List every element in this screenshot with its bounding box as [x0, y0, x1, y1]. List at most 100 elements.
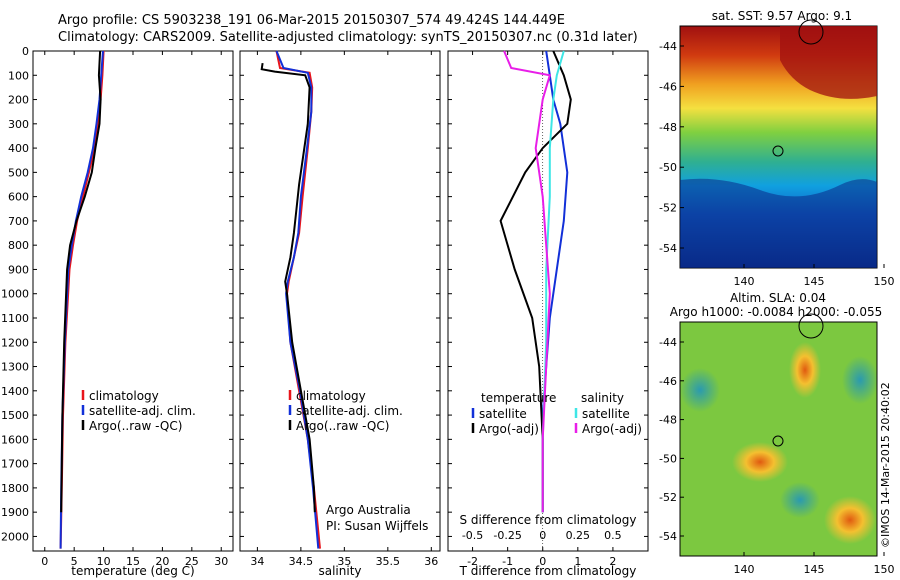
y-tick-label: 200	[8, 94, 29, 107]
x-tick-label: 20	[155, 555, 169, 568]
sla-low-anomaly-2	[780, 482, 820, 518]
map-y-tick-label: -48	[659, 414, 677, 427]
y-tick-label: 1800	[1, 482, 29, 495]
sst-map-title: sat. SST: 9.57 Argo: 9.1	[712, 9, 852, 23]
sla-map-panel: Altim. SLA: 0.04 Argo h1000: -0.0084 h20…	[659, 291, 894, 576]
map-x-tick-label: 140	[734, 275, 755, 288]
map-x-tick-label: 150	[874, 275, 895, 288]
map-x-tick-label: 140	[734, 563, 755, 576]
legend-label: Argo(..raw -QC)	[89, 419, 182, 433]
y-tick-label: 1200	[1, 336, 29, 349]
sla-high-anomaly-3	[824, 496, 876, 544]
sla-high-anomaly-1	[732, 442, 788, 482]
sla-low-anomaly-1	[680, 368, 720, 412]
map-x-tick-label: 150	[874, 563, 895, 576]
x-tick-label: 1	[574, 555, 581, 568]
legend-label: satellite	[582, 407, 630, 421]
legend-title-salinity: salinity	[581, 391, 624, 405]
map-y-tick-label: -50	[659, 161, 677, 174]
x-tick-label: 15	[126, 555, 140, 568]
legend-label: climatology	[296, 389, 366, 403]
sla-map-ticks: -44 -46 -48 -50 -52 -54 140 145 150	[659, 336, 894, 576]
difference-x-label: T difference from climatology	[459, 564, 637, 578]
y-tick-label: 800	[8, 239, 29, 252]
sst-profile-location-marker	[772, 145, 784, 157]
series-argo-raw-qc-	[260, 62, 316, 513]
map-y-tick-label: -52	[659, 202, 677, 215]
x-tick-label: 5	[71, 555, 78, 568]
legend-label: Argo(-adj)	[582, 422, 642, 436]
x-tick-label: 35	[337, 555, 351, 568]
x-tick-label: 0	[539, 555, 546, 568]
legend-label: Argo(-adj)	[479, 422, 539, 436]
y-tick-label: 1600	[1, 433, 29, 446]
sla-map-title-1: Altim. SLA: 0.04	[730, 291, 826, 305]
y-tick-label: 400	[8, 142, 29, 155]
map-y-tick-label: -54	[659, 242, 677, 255]
map-y-tick-label: -46	[659, 80, 677, 93]
x-tick-label: 36	[424, 555, 438, 568]
legend-label: satellite	[479, 407, 527, 421]
y-tick-label: 1000	[1, 288, 29, 301]
y-tick-label: 700	[8, 215, 29, 228]
map-x-tick-label: 145	[804, 275, 825, 288]
sst-warm-region	[780, 26, 877, 99]
map-y-tick-label: -52	[659, 491, 677, 504]
s-tick-label: -0.25	[493, 529, 521, 542]
temperature-plot-frame	[32, 50, 234, 552]
s-tick-label: -0.5	[462, 529, 483, 542]
imos-timestamp: ©IMOS 14-Mar-2015 20:40:02	[879, 382, 892, 548]
header-line-1: Argo profile: CS 5903238_191 06-Mar-2015…	[58, 13, 566, 28]
y-tick-label: 0	[22, 45, 29, 58]
legend-label: satellite-adj. clim.	[296, 404, 403, 418]
y-tick-label: 600	[8, 191, 29, 204]
y-tick-label: 2000	[1, 530, 29, 543]
temperature-x-label: temperature (deg C)	[71, 564, 194, 578]
y-tick-label: 1900	[1, 506, 29, 519]
legend-title-temperature: temperature	[481, 391, 556, 405]
x-tick-label: -1	[502, 555, 513, 568]
sst-map-ticks: -44 -46 -48 -50 -52 -54 140 145 150	[659, 40, 894, 288]
salinity-panel: 34 34.5 35 35.5 36 climatologysatellite-adj.…	[239, 50, 441, 578]
sst-map-panel: sat. SST: 9.57 Argo: 9.1 -44 -46 -48 -50 -52…	[659, 9, 894, 288]
salinity-series	[260, 50, 321, 549]
salinity-ticks: 34 34.5 35 35.5 36	[240, 50, 440, 568]
x-tick-label: 25	[185, 555, 199, 568]
temperature-panel: 0100200300400500600700800900100011001200…	[1, 45, 234, 578]
temperature-ticks: 0100200300400500600700800900100011001200…	[1, 45, 233, 568]
temperature-series	[59, 50, 105, 549]
difference-panel: -2 -1 0 1 2 -0.5 -0.25 0 0.25 0.5 temperature sali…	[447, 50, 649, 578]
y-tick-label: 1700	[1, 458, 29, 471]
map-x-tick-label: 145	[804, 563, 825, 576]
difference-legend: temperature salinitysatelliteArgo(-adj)sa…	[471, 391, 642, 436]
series-satellite-adj-clim-	[275, 50, 320, 549]
x-tick-label: 10	[97, 555, 111, 568]
annotation-pi: PI: Susan Wijffels	[326, 519, 428, 533]
y-tick-label: 1100	[1, 312, 29, 325]
y-tick-label: 900	[8, 263, 29, 276]
y-tick-label: 500	[8, 166, 29, 179]
x-tick-label: 2	[609, 555, 616, 568]
sla-float-track-marker	[798, 313, 824, 339]
x-tick-label: 0	[41, 555, 48, 568]
difference-s-label: S difference from climatology	[460, 513, 637, 527]
legend-label: climatology	[89, 389, 159, 403]
salinity-x-label: salinity	[318, 564, 361, 578]
s-tick-label: 0	[539, 529, 546, 542]
s-tick-label: 0.25	[566, 529, 591, 542]
sst-cold-region	[680, 178, 877, 268]
x-tick-label: 35.5	[376, 555, 401, 568]
map-y-tick-label: -54	[659, 530, 677, 543]
y-tick-label: 1300	[1, 361, 29, 374]
map-y-tick-label: -46	[659, 375, 677, 388]
sla-low-anomaly-3	[842, 356, 878, 404]
series-s-argo-adj-	[503, 50, 552, 513]
map-y-tick-label: -50	[659, 452, 677, 465]
s-tick-label: 0.5	[604, 529, 622, 542]
difference-series	[499, 50, 572, 513]
x-tick-label: 34	[250, 555, 264, 568]
series-argo-raw-qc-	[60, 50, 102, 513]
map-y-tick-label: -44	[659, 336, 677, 349]
